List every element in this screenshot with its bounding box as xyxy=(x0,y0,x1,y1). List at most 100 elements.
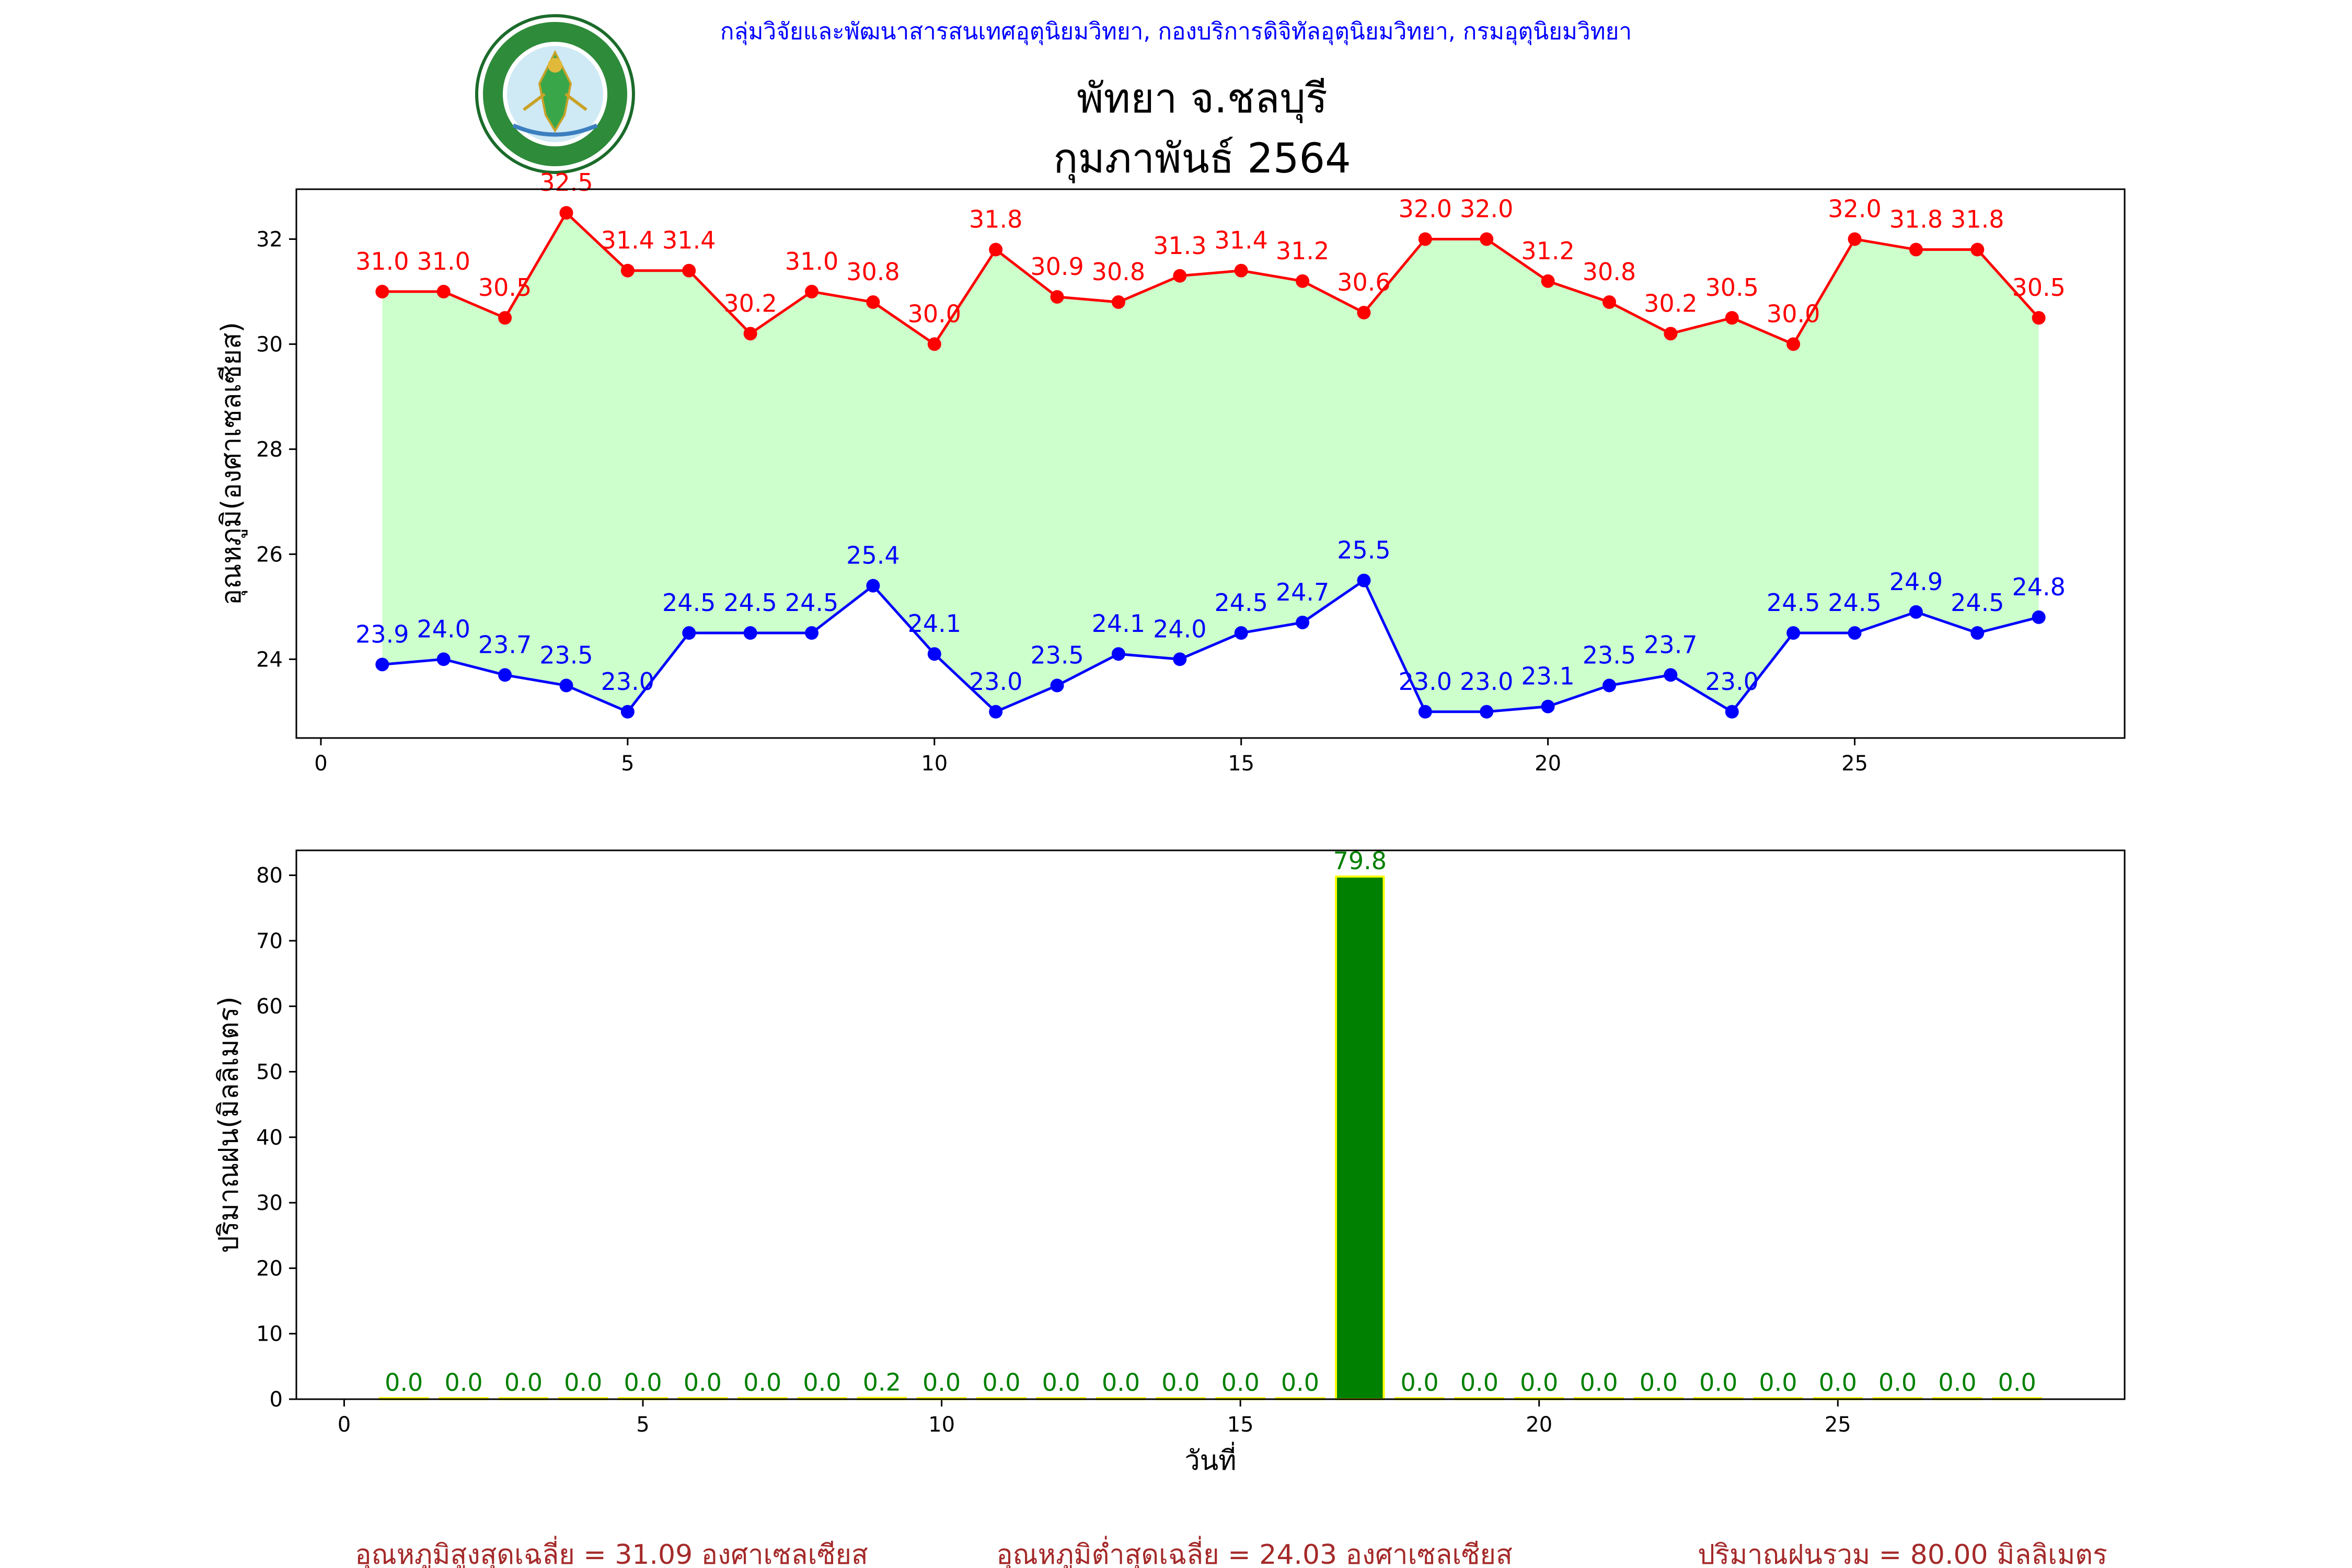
rainfall-bar-label: 0.0 xyxy=(385,1368,423,1397)
max-temperature-label: 32.0 xyxy=(1460,194,1513,223)
max-temperature-point xyxy=(866,295,880,309)
min-temperature-point xyxy=(375,658,389,672)
min-temperature-label: 24.7 xyxy=(1276,578,1329,606)
rainfall-x-tick-label: 10 xyxy=(928,1413,955,1437)
max-temperature-point xyxy=(682,263,696,278)
max-temperature-label: 30.8 xyxy=(1092,258,1145,286)
max-temperature-label: 30.0 xyxy=(908,299,961,328)
min-temperature-label: 24.5 xyxy=(785,589,838,617)
min-temperature-point xyxy=(1480,705,1494,719)
rainfall-bar-label: 0.0 xyxy=(624,1368,662,1397)
min-temperature-point xyxy=(1602,678,1616,693)
period-title: กุมภาพันธ์ 2564 xyxy=(1053,135,1351,183)
min-temperature-label: 23.0 xyxy=(1460,667,1513,696)
min-temperature-label: 23.1 xyxy=(1521,662,1574,690)
max-temperature-label: 31.4 xyxy=(1214,226,1267,255)
rainfall-bar-label: 79.8 xyxy=(1333,847,1387,875)
rainfall-bar-label: 0.0 xyxy=(504,1368,543,1397)
temperature-x-tick-label: 10 xyxy=(921,752,948,776)
max-temperature-label: 32.0 xyxy=(1828,194,1881,223)
rainfall-bar-label: 0.2 xyxy=(863,1368,901,1396)
max-temperature-label: 31.3 xyxy=(1153,232,1206,260)
min-temperature-label: 23.7 xyxy=(478,630,532,659)
temperature-y-tick-label: 30 xyxy=(256,332,283,356)
min-temperature-point xyxy=(559,678,573,693)
rainfall-y-tick-label: 20 xyxy=(256,1256,283,1281)
min-temperature-point xyxy=(2032,610,2046,624)
min-temperature-point xyxy=(1970,626,1985,640)
rainfall-x-tick-label: 5 xyxy=(636,1413,649,1437)
temperature-x-tick-label: 25 xyxy=(1841,752,1868,776)
max-temperature-point xyxy=(436,284,451,298)
max-temperature-label: 30.5 xyxy=(1705,273,1759,302)
max-temperature-label: 30.2 xyxy=(1644,289,1697,317)
min-temperature-label: 23.0 xyxy=(1705,667,1759,696)
max-temperature-point xyxy=(1970,243,1985,257)
rainfall-bar-label: 0.0 xyxy=(1579,1368,1618,1397)
max-temperature-point xyxy=(1909,243,1923,257)
min-temperature-label: 24.5 xyxy=(1828,589,1881,617)
rainfall-plot-frame xyxy=(295,849,2126,1400)
temperature-y-tick-label: 24 xyxy=(256,648,283,672)
rainfall-bar-label: 0.0 xyxy=(1640,1368,1678,1397)
min-temperature-point xyxy=(1848,626,1862,640)
max-temperature-point xyxy=(1173,269,1187,283)
rainfall-bar-label: 0.0 xyxy=(1878,1368,1917,1397)
rainfall-bar-label: 0.0 xyxy=(564,1368,602,1397)
max-temperature-point xyxy=(498,311,512,325)
max-temperature-line xyxy=(382,211,2040,346)
min-temperature-point xyxy=(1111,647,1125,661)
min-temperature-point xyxy=(682,626,696,640)
max-temperature-label: 31.0 xyxy=(785,247,838,275)
min-temperature-label: 23.7 xyxy=(1644,630,1697,659)
min-temperature-label: 24.5 xyxy=(723,589,777,617)
rainfall-bar-label: 0.0 xyxy=(445,1368,483,1397)
max-temperature-point xyxy=(805,284,819,298)
min-temperature-label: 23.0 xyxy=(1399,667,1452,696)
rainfall-bar-label: 0.0 xyxy=(684,1368,722,1397)
max-temperature-label: 31.4 xyxy=(601,226,654,255)
max-temperature-label: 30.5 xyxy=(2012,273,2065,302)
min-temperature-point xyxy=(1234,626,1248,640)
max-temperature-label: 30.5 xyxy=(478,273,532,302)
rainfall-bar xyxy=(1335,875,1385,1401)
min-temperature-point xyxy=(1357,573,1371,587)
max-temperature-point xyxy=(1480,232,1494,246)
rainfall-bar-label: 0.0 xyxy=(1102,1368,1140,1397)
max-temperature-point xyxy=(743,327,757,341)
rainfall-bar-label: 0.0 xyxy=(1281,1368,1319,1397)
max-temperature-label: 31.2 xyxy=(1276,237,1329,265)
footer-avg-max: อุณหภูมิสูงสุดเฉลี่ย = 31.09 องศาเซลเซีย… xyxy=(355,1536,868,1568)
temperature-x-tick-label: 15 xyxy=(1228,752,1254,776)
max-temperature-point xyxy=(1418,232,1432,246)
min-temperature-label: 24.5 xyxy=(1214,589,1267,617)
max-temperature-point xyxy=(1111,295,1125,309)
max-temperature-point xyxy=(1848,232,1862,246)
max-temperature-point xyxy=(1234,263,1248,278)
max-temperature-label: 30.8 xyxy=(1583,258,1636,286)
min-temperature-label: 25.4 xyxy=(846,541,900,570)
temperature-x-tick-label: 0 xyxy=(314,752,327,776)
max-temperature-label: 31.0 xyxy=(417,247,470,275)
min-temperature-points: 23.9 24.023.7 23.523.024.5 24.5 24.525.424.1… xyxy=(355,536,2066,719)
min-temperature-label: 25.5 xyxy=(1337,536,1390,564)
min-temperature-label: 24.0 xyxy=(417,615,470,643)
rainfall-bar-label: 0.0 xyxy=(1759,1368,1797,1397)
temperature-y-label: อุณหภูมิ(องศาเซลเซียส) xyxy=(216,322,248,605)
max-temperature-point xyxy=(1541,274,1555,288)
rainfall-bar-label: 0.0 xyxy=(1699,1368,1737,1397)
min-temperature-point xyxy=(743,626,757,640)
min-temperature-point xyxy=(805,626,819,640)
min-temperature-point xyxy=(620,705,635,719)
rainfall-bar-label: 0.0 xyxy=(1520,1368,1558,1397)
min-temperature-point xyxy=(1909,605,1923,619)
min-temperature-label: 24.1 xyxy=(1092,609,1145,638)
rainfall-bar-label: 0.0 xyxy=(982,1368,1020,1397)
rainfall-bar-label: 0.0 xyxy=(803,1368,841,1397)
min-temperature-point xyxy=(1173,652,1187,666)
logo-emblem xyxy=(475,14,635,174)
max-temperature-point xyxy=(927,337,941,351)
temperature-y-tick-label: 28 xyxy=(256,437,283,462)
